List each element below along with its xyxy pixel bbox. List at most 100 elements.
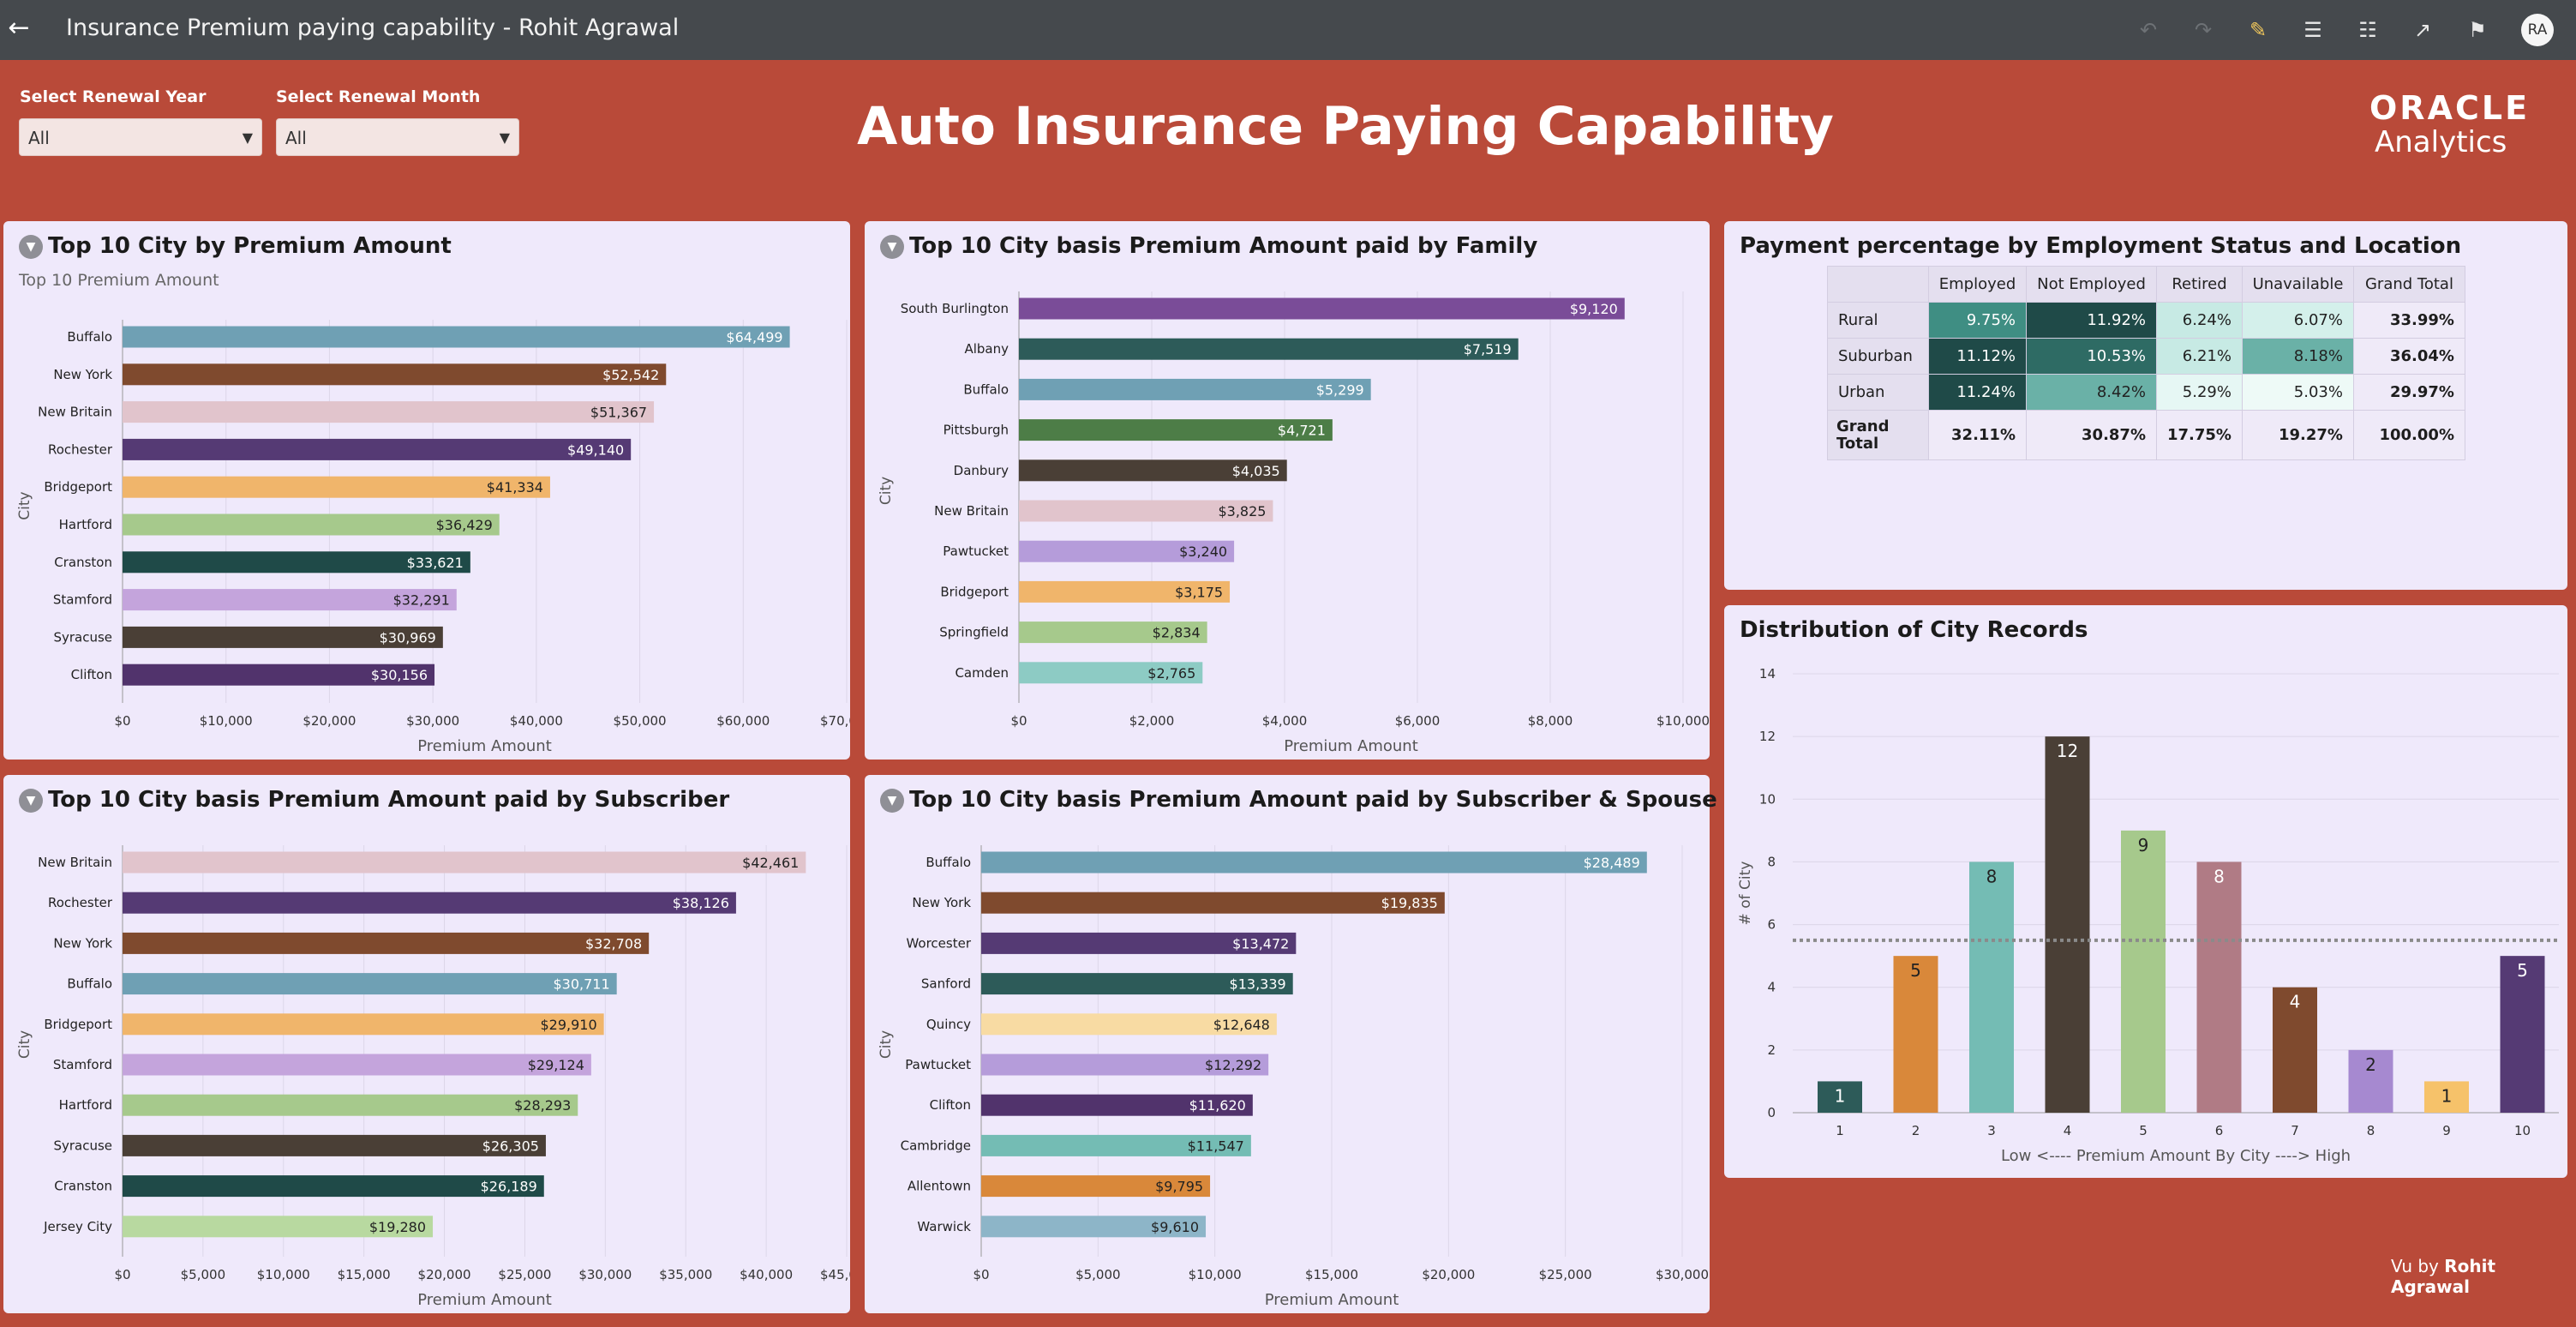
bar [123,1216,434,1238]
filter-icon[interactable]: ▼ [19,235,43,259]
panel-city-distribution[interactable]: Distribution of City Records 0 2 4 6 8 10 12 14… [1724,605,2567,1178]
category-label: Quincy [926,1017,971,1032]
table-cell[interactable]: 6.24% [2156,302,2243,339]
panel-top10-family[interactable]: ▼ Top 10 City basis Premium Amount paid b… [865,221,1710,760]
renewal-month-select[interactable]: All ▼ [276,118,519,156]
x-tick-label: $50,000 [614,713,667,729]
category-label: Rochester [48,441,113,457]
table-cell[interactable]: 19.27% [2241,410,2354,460]
table-cell[interactable]: 100.00% [2352,410,2465,460]
panel-title: Top 10 City basis Premium Amount paid by… [48,787,730,813]
panel-top10-subscriber-spouse[interactable]: ▼ Top 10 City basis Premium Amount paid b… [865,775,1717,1313]
table-cell[interactable]: 11.12% [1928,338,2027,375]
undo-icon[interactable]: ↶ [2139,18,2158,42]
table-cell[interactable]: 9.75% [1928,302,2027,339]
data-label: $2,765 [1147,665,1195,682]
table-cell[interactable]: 11.92% [2026,302,2157,339]
bar [1818,1081,1862,1113]
bookmark-icon[interactable]: ⚑ [2468,18,2487,42]
bar [2121,830,2166,1113]
bar [123,892,736,914]
table-cell[interactable]: 17.75% [2156,410,2243,460]
renewal-month-label: Select Renewal Month [276,87,481,106]
table-cell[interactable]: 6.07% [2241,302,2354,339]
row-header[interactable]: Urban [1827,374,1929,411]
x-tick-label: $15,000 [338,1267,391,1282]
table-cell[interactable]: 6.21% [2156,338,2243,375]
table-cell[interactable]: 33.99% [2352,302,2465,339]
chart-top10-subscriber-spouse: $0 $5,000 $10,000 $15,000 $20,000 $25,000 $30,… [878,845,1709,1309]
chart-top10-family: $0 $2,000 $4,000 $6,000 $8,000 $10,000 Premium… [878,291,1710,755]
column-header[interactable]: Not Employed [2026,266,2157,303]
export-icon[interactable]: ↗ [2413,18,2432,42]
data-label: $32,708 [585,935,642,952]
data-label: 5 [1910,960,1921,981]
column-header[interactable]: Retired [2156,266,2243,303]
bar [1019,540,1235,562]
category-label: Syracuse [53,1138,112,1153]
x-tick-label: $20,000 [303,713,356,729]
filter-icon[interactable]: ▼ [19,789,43,813]
bar [123,326,790,348]
x-tick-label: $30,000 [578,1267,632,1282]
table-cell[interactable]: 5.03% [2241,374,2354,411]
edit-icon[interactable]: ✎ [2249,18,2267,42]
data-label: $26,189 [481,1179,537,1195]
category-label: South Burlington [901,301,1009,316]
oracle-analytics-logo: ORACLE Analytics [2369,89,2530,159]
bar [1893,956,1938,1113]
table-cell[interactable]: 5.29% [2156,374,2243,411]
chevron-down-icon: ▼ [242,129,253,146]
row-header[interactable]: Suburban [1827,338,1929,375]
panel-title-row: ▼ Top 10 City basis Premium Amount paid b… [19,787,729,813]
table-cell[interactable]: 11.24% [1928,374,2027,411]
panel-title: Top 10 City basis Premium Amount paid by… [909,233,1538,259]
data-label: $42,461 [742,855,799,871]
category-label: Camden [955,665,1009,681]
category-label: Buffalo [926,855,971,870]
category-label: Cranston [54,555,112,570]
bar [123,589,457,611]
x-tick-label: $10,000 [1656,713,1710,729]
filter-icon[interactable]: ▼ [880,789,904,813]
panel-title-row: ▼ Top 10 City by Premium Amount [19,233,452,259]
table-cell[interactable]: 8.18% [2241,338,2354,375]
column-header[interactable]: Employed [1928,266,2027,303]
category-label: Cambridge [901,1138,971,1153]
credit-prefix: Vu by [2391,1256,2445,1276]
data-label: 4 [2290,992,2301,1012]
top-bar: ← Insurance Premium paying capability - … [0,0,2576,60]
table-cell[interactable]: 10.53% [2026,338,2157,375]
table-cell[interactable]: 36.04% [2352,338,2465,375]
table-cell[interactable]: 32.11% [1928,410,2027,460]
row-header[interactable]: Grand Total [1827,410,1929,460]
column-header[interactable]: Grand Total [2352,266,2465,303]
avatar[interactable]: RA [2521,14,2554,46]
category-label: Jersey City [43,1219,112,1234]
column-header[interactable]: Unavailable [2241,266,2354,303]
y-axis-title: City [16,491,33,519]
table-cell[interactable]: 30.87% [2026,410,2157,460]
category-label: Warwick [917,1219,971,1234]
panel-top10-premium[interactable]: ▼ Top 10 City by Premium Amount Top 10 Pr… [3,221,850,760]
bar [123,1134,546,1156]
data-label: $9,795 [1155,1179,1203,1195]
y-axis-title: City [878,477,895,505]
category-label: Syracuse [53,629,112,645]
x-axis-title: Premium Amount [1265,1291,1399,1309]
category-label: Buffalo [963,381,1009,397]
panel-top10-subscriber[interactable]: ▼ Top 10 City basis Premium Amount paid b… [3,775,850,1313]
table-cell[interactable]: 8.42% [2026,374,2157,411]
y-tick-label: 0 [1767,1105,1776,1120]
row-header[interactable]: Rural [1827,302,1929,339]
data-label: $9,610 [1151,1219,1199,1235]
renewal-year-select[interactable]: All ▼ [19,118,262,156]
category-label: Buffalo [67,329,112,345]
redo-icon[interactable]: ↷ [2194,18,2213,42]
notes-icon[interactable]: ☷ [2358,18,2377,42]
filter-icon[interactable]: ▼ [880,235,904,259]
back-arrow-icon[interactable]: ← [8,13,30,43]
category-label: Rochester [48,895,113,910]
table-cell[interactable]: 29.97% [2352,374,2465,411]
data-icon[interactable]: ☰ [2303,18,2322,42]
